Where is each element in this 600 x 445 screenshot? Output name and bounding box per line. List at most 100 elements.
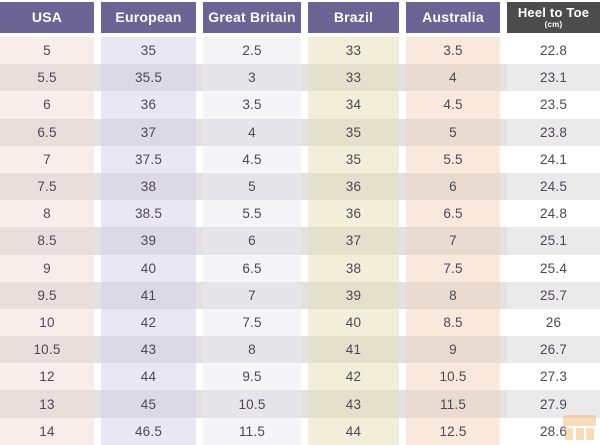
table-cell: 2.5 xyxy=(203,37,301,65)
column-header-label: Australia xyxy=(422,9,484,26)
table-cell: 6 xyxy=(203,227,301,255)
table-cell: 4.5 xyxy=(203,145,301,173)
table-cell: 8 xyxy=(406,281,500,309)
table-cell: 35.5 xyxy=(101,64,196,92)
watermark-blocks xyxy=(565,427,594,440)
table-cell: 25.7 xyxy=(507,281,600,309)
table-cell: 6.5 xyxy=(0,118,94,146)
table-cell: 12.5 xyxy=(406,417,500,445)
table-cell: 35 xyxy=(308,118,399,146)
table-cell: 27.3 xyxy=(507,363,600,391)
column-header-great-britain: Great Britain xyxy=(203,2,301,33)
table-cell: 28.6 xyxy=(507,417,600,445)
table-row: 6.5 37 4 35 5 23.8 xyxy=(0,118,600,146)
table-cell: 10.5 xyxy=(406,363,500,391)
table-row: 7 37.5 4.5 35 5.5 24.1 xyxy=(0,145,600,173)
table-cell: 12 xyxy=(0,363,94,391)
table-row: 5.5 35.5 3 33 4 23.1 xyxy=(0,64,600,92)
table-header-row: USA European Great Britain Brazil Austra… xyxy=(0,2,600,33)
table-row: 8 38.5 5.5 36 6.5 24.8 xyxy=(0,200,600,228)
table-cell: 23.1 xyxy=(507,64,600,92)
table-cell: 5 xyxy=(406,118,500,146)
column-header-unit-label: (cm) xyxy=(544,19,563,29)
watermark-block xyxy=(575,428,584,440)
table-cell: 26.7 xyxy=(507,336,600,364)
table-cell: 9 xyxy=(406,336,500,364)
store-logo-watermark-icon xyxy=(563,415,596,442)
column-header-brazil: Brazil xyxy=(308,2,399,33)
table-cell: 7.5 xyxy=(203,308,301,337)
table-cell: 37 xyxy=(101,118,196,146)
table-cell: 9 xyxy=(0,254,94,282)
column-header-label: Heel to Toe xyxy=(517,4,590,20)
table-cell: 8.5 xyxy=(406,308,500,337)
table-cell: 5.5 xyxy=(203,200,301,228)
table-cell: 42 xyxy=(308,363,399,391)
table-cell: 38 xyxy=(101,172,196,201)
table-cell: 36 xyxy=(308,172,399,201)
table-cell: 11.5 xyxy=(203,417,301,445)
table-cell: 4 xyxy=(203,118,301,146)
column-header-label: Brazil xyxy=(333,9,374,26)
table-cell: 10.5 xyxy=(0,336,94,364)
table-cell: 40 xyxy=(101,254,196,282)
table-row: 10 42 7.5 40 8.5 26 xyxy=(0,308,600,337)
table-cell: 36 xyxy=(308,200,399,228)
table-cell: 25.1 xyxy=(507,227,600,255)
table-cell: 8 xyxy=(203,336,301,364)
table-cell: 9.5 xyxy=(0,281,94,309)
table-cell: 23.5 xyxy=(507,91,600,119)
table-cell: 7.5 xyxy=(406,254,500,282)
table-row: 9 40 6.5 38 7.5 25.4 xyxy=(0,254,600,282)
table-cell: 43 xyxy=(101,336,196,364)
table-cell: 44 xyxy=(308,417,399,445)
table-cell: 3.5 xyxy=(203,91,301,119)
table-cell: 38 xyxy=(308,254,399,282)
table-cell: 24.5 xyxy=(507,172,600,201)
table-cell: 27.9 xyxy=(507,390,600,418)
table-cell: 8 xyxy=(0,200,94,228)
table-cell: 5.5 xyxy=(406,145,500,173)
table-cell: 4 xyxy=(406,64,500,92)
table-cell: 7.5 xyxy=(0,172,94,201)
column-header-european: European xyxy=(101,2,196,33)
table-cell: 35 xyxy=(101,37,196,65)
column-header-heel-to-toe: Heel to Toe (cm) xyxy=(507,2,600,33)
table-cell: 44 xyxy=(101,363,196,391)
table-cell: 6.5 xyxy=(203,254,301,282)
table-cell: 35 xyxy=(308,145,399,173)
table-cell: 23.8 xyxy=(507,118,600,146)
table-cell: 22.8 xyxy=(507,37,600,65)
table-cell: 10 xyxy=(0,308,94,337)
column-header-label: Great Britain xyxy=(208,9,296,26)
column-header-usa: USA xyxy=(0,2,94,33)
table-cell: 11.5 xyxy=(406,390,500,418)
table-cell: 4.5 xyxy=(406,91,500,119)
table-row: 5 35 2.5 33 3.5 22.8 xyxy=(0,37,600,65)
table-cell: 26 xyxy=(507,308,600,337)
table-cell: 39 xyxy=(101,227,196,255)
table-cell: 3.5 xyxy=(406,37,500,65)
table-cell: 38.5 xyxy=(101,200,196,228)
table-cell: 40 xyxy=(308,308,399,337)
table-cell: 46.5 xyxy=(101,417,196,445)
watermark-awning-shape xyxy=(563,415,596,426)
table-cell: 42 xyxy=(101,308,196,337)
table-row: 6 36 3.5 34 4.5 23.5 xyxy=(0,91,600,119)
table-row: 12 44 9.5 42 10.5 27.3 xyxy=(0,363,600,391)
table-cell: 25.4 xyxy=(507,254,600,282)
table-cell: 39 xyxy=(308,281,399,309)
table-cell: 41 xyxy=(101,281,196,309)
table-cell: 33 xyxy=(308,64,399,92)
table-cell: 7 xyxy=(203,281,301,309)
table-cell: 3 xyxy=(203,64,301,92)
table-cell: 7 xyxy=(406,227,500,255)
table-cell: 34 xyxy=(308,91,399,119)
table-cell: 9.5 xyxy=(203,363,301,391)
table-cell: 6 xyxy=(0,91,94,119)
table-row: 7.5 38 5 36 6 24.5 xyxy=(0,172,600,201)
table-cell: 41 xyxy=(308,336,399,364)
table-cell: 43 xyxy=(308,390,399,418)
table-cell: 8.5 xyxy=(0,227,94,255)
